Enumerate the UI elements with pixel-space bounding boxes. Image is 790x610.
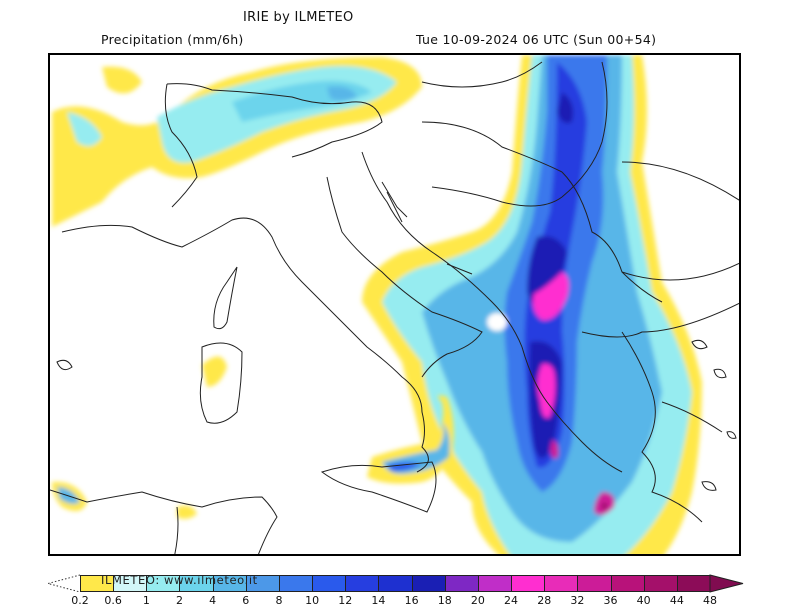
colorbar-segment xyxy=(411,575,446,592)
colorbar-segment xyxy=(676,575,711,592)
colorbar-segment xyxy=(444,575,479,592)
colorbar-legend xyxy=(48,572,748,596)
colorbar-tick-label: 1 xyxy=(142,594,150,607)
colorbar-segment xyxy=(511,575,546,592)
colorbar-segment xyxy=(179,575,214,592)
coastlines xyxy=(50,61,739,554)
colorbar-tick-label: 44 xyxy=(669,594,684,607)
watermark: ILMETEO: www.ilmeteo.it xyxy=(101,573,258,587)
precipitation-map xyxy=(48,53,741,556)
colorbar-tick-label: 36 xyxy=(603,594,618,607)
colorbar-segment xyxy=(345,575,380,592)
colorbar-tick-label: 24 xyxy=(504,594,519,607)
valid-time-label: Tue 10-09-2024 06 UTC (Sun 00+54) xyxy=(416,32,657,47)
colorbar-tick-label: 0.6 xyxy=(104,594,122,607)
colorbar-segment xyxy=(146,575,181,592)
colorbar-segment xyxy=(212,575,247,592)
colorbar-segment xyxy=(80,575,115,592)
colorbar-segment xyxy=(245,575,280,592)
colorbar-segment xyxy=(312,575,347,592)
colorbar-tick-label: 8 xyxy=(275,594,283,607)
colorbar-tick-label: 10 xyxy=(305,594,320,607)
colorbar-tick-label: 18 xyxy=(437,594,452,607)
variable-label: Precipitation (mm/6h) xyxy=(101,32,244,47)
colorbar-tick-label: 2 xyxy=(175,594,183,607)
colorbar-segment xyxy=(643,575,678,592)
colorbar-tick-label: 32 xyxy=(570,594,585,607)
colorbar-segment xyxy=(477,575,513,592)
colorbar-tick-label: 6 xyxy=(242,594,250,607)
colorbar-tick-label: 40 xyxy=(636,594,651,607)
colorbar-tick-label: 48 xyxy=(703,594,717,607)
colorbar-segment xyxy=(378,575,413,592)
colorbar-segment xyxy=(577,575,612,592)
colorbar-tick-label: 12 xyxy=(338,594,353,607)
colorbar-tick-label: 0.2 xyxy=(71,594,89,607)
colorbar-tick-label: 20 xyxy=(470,594,485,607)
map-canvas xyxy=(50,55,739,554)
colorbar-tick-label: 14 xyxy=(371,594,386,607)
colorbar-segment xyxy=(610,575,645,592)
colorbar-tick-label: 28 xyxy=(537,594,552,607)
colorbar-segment xyxy=(278,575,314,592)
colorbar-tick-label: 4 xyxy=(209,594,217,607)
precip-south-italy xyxy=(52,356,454,519)
colorbar-segment xyxy=(544,575,579,592)
colorbar-overflow-arrow xyxy=(709,574,744,593)
colorbar-tick-label: 16 xyxy=(404,594,419,607)
precip-alps xyxy=(52,57,422,227)
chart-title: IRIE by ILMETEO xyxy=(243,10,354,25)
colorbar-underflow-outline xyxy=(48,574,81,593)
colorbar-segment xyxy=(113,575,148,592)
